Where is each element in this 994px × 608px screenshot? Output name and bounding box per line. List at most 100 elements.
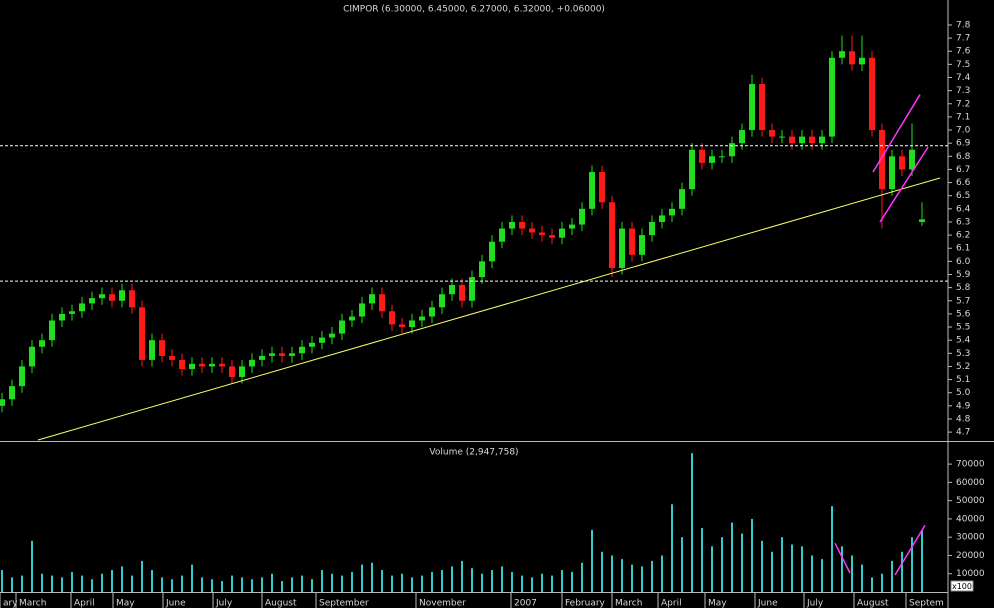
y-tick-label: 6.3 <box>956 217 970 227</box>
x-tick-label: August <box>857 599 889 608</box>
volume-bar <box>711 546 713 592</box>
y-tick-label: 60000 <box>956 478 985 488</box>
volume-title: Volume (2,947,758) <box>429 448 518 458</box>
candle-body <box>759 84 765 131</box>
candle-body <box>689 149 695 190</box>
candle-body <box>879 130 885 190</box>
volume-bar <box>151 570 153 592</box>
y-tick-label: 7.6 <box>956 47 971 57</box>
y-tick-label: 7.2 <box>956 99 970 109</box>
volume-bar <box>91 579 93 592</box>
candle-body <box>329 333 335 338</box>
volume-bar <box>201 577 203 592</box>
volume-bar <box>721 537 723 592</box>
y-tick-label: 6.1 <box>956 244 970 254</box>
volume-bar <box>281 581 283 592</box>
y-tick-label: 6.2 <box>956 231 970 241</box>
x-tick-label: May <box>116 599 135 608</box>
y-tick-label: 6.9 <box>956 139 971 149</box>
y-tick-label: 20000 <box>956 551 985 561</box>
candle-body <box>269 353 275 356</box>
candle-body <box>819 136 825 144</box>
candle-body <box>49 320 55 341</box>
candle-body <box>429 307 435 317</box>
candle-body <box>219 363 225 367</box>
trend-line <box>879 146 929 223</box>
volume-bar <box>601 551 603 592</box>
volume-bar <box>641 566 643 592</box>
candle-body <box>589 172 595 209</box>
candle-body <box>569 224 575 229</box>
y-tick-label: 4.9 <box>956 401 971 411</box>
candle-body <box>99 294 105 299</box>
volume-bar <box>21 575 23 592</box>
x-tick-label: July <box>215 599 233 608</box>
y-tick-label: 5.6 <box>956 309 971 319</box>
volume-bar <box>891 560 893 592</box>
volume-bar <box>531 577 533 592</box>
candle-body <box>409 320 415 328</box>
candle-body <box>499 228 505 242</box>
candle-body <box>459 285 465 301</box>
volume-bar <box>111 570 113 592</box>
volume-bar <box>241 577 243 592</box>
volume-bar <box>61 577 63 592</box>
volume-bar <box>551 575 553 592</box>
volume-bar <box>771 551 773 592</box>
volume-bar <box>821 559 823 592</box>
candle-body <box>229 366 235 377</box>
volume-bar <box>171 579 173 592</box>
volume-bar <box>741 533 743 592</box>
volume-bar <box>501 566 503 592</box>
volume-bar <box>431 571 433 592</box>
volume-bar <box>311 579 313 592</box>
volume-bar <box>831 506 833 592</box>
candle-body <box>119 290 125 301</box>
y-tick-label: 5.4 <box>956 336 971 346</box>
candle-body <box>789 136 795 144</box>
candle-body <box>39 340 45 347</box>
candle-body <box>779 136 785 138</box>
volume-bar <box>701 528 703 592</box>
volume-bar <box>851 555 853 592</box>
volume-bar <box>801 546 803 592</box>
y-tick-label: 5.8 <box>956 283 971 293</box>
x-tick-label: June <box>757 599 778 608</box>
volume-bar <box>621 559 623 592</box>
candle-body <box>89 298 95 304</box>
candle-body <box>9 386 15 400</box>
volume-bar <box>761 540 763 592</box>
volume-bar <box>391 575 393 592</box>
volume-bar <box>351 571 353 592</box>
y-tick-label: 6.7 <box>956 165 970 175</box>
candle-body <box>379 294 385 312</box>
candle-body <box>529 228 535 233</box>
y-tick-label: 5.2 <box>956 362 970 372</box>
volume-bar <box>291 577 293 592</box>
candle-body <box>539 232 545 236</box>
candle-body <box>29 346 35 367</box>
candle-body <box>299 346 305 354</box>
candle-body <box>259 355 265 360</box>
candle-body <box>709 156 715 163</box>
candle-body <box>739 130 745 144</box>
y-tick-label: 6.6 <box>956 178 971 188</box>
candle-body <box>349 316 355 321</box>
volume-bar <box>521 575 523 592</box>
y-tick-label: 10000 <box>956 569 985 579</box>
x-tick-label: July <box>806 599 824 608</box>
x-tick-label: June <box>165 599 186 608</box>
x-tick-label: August <box>265 599 297 608</box>
candle-body <box>159 340 165 356</box>
volume-bar <box>141 560 143 592</box>
y-tick-label: 4.8 <box>956 414 971 424</box>
candle-body <box>679 189 685 209</box>
y-tick-label: 70000 <box>956 460 985 470</box>
candle-body <box>319 337 325 343</box>
candle-body <box>549 235 555 238</box>
volume-bar <box>491 570 493 592</box>
volume-bar <box>751 518 753 592</box>
volume-bar <box>191 564 193 592</box>
